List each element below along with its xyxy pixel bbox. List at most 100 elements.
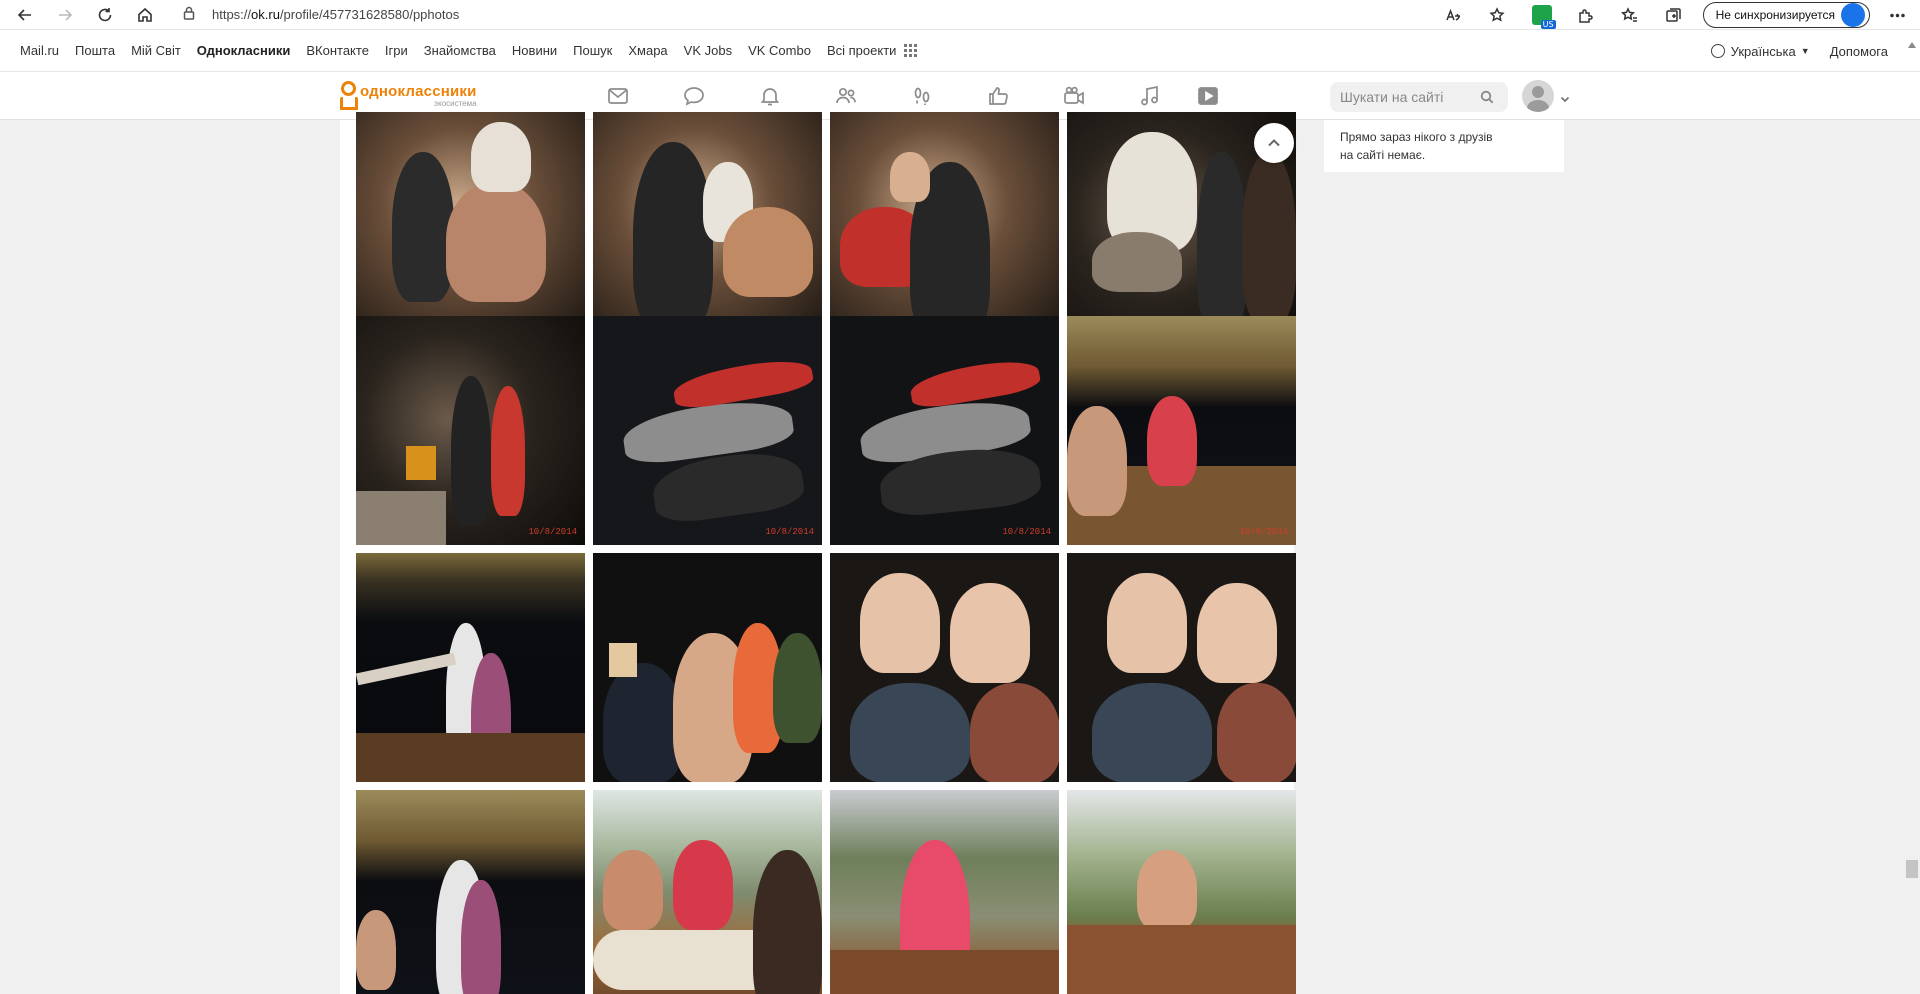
read-aloud-icon (1446, 8, 1461, 21)
star-plus-icon (1489, 6, 1505, 22)
portal-link-vkontakte[interactable]: ВКонтакте (306, 43, 369, 58)
chevron-down-icon (1560, 91, 1570, 103)
photo-date-stamp: 10/8/2014 (1239, 527, 1288, 537)
video-icon (1198, 87, 1218, 105)
nav-notifications[interactable] (732, 72, 808, 120)
ok-logo[interactable]: одноклассники экосистема (338, 80, 477, 110)
nav-video-calls[interactable] (1036, 72, 1112, 120)
nav-friends[interactable] (808, 72, 884, 120)
forward-button[interactable] (50, 0, 80, 30)
portal-link-search[interactable]: Пошук (573, 43, 613, 58)
collections-icon (1666, 7, 1681, 22)
search-input[interactable] (1340, 89, 1480, 105)
profile-avatar (1841, 3, 1865, 27)
extension-button[interactable]: US (1527, 0, 1557, 30)
back-button[interactable] (10, 0, 40, 30)
photo-date-stamp: 10/8/2014 (1002, 527, 1051, 537)
portal-link-cloud[interactable]: Хмара (628, 43, 668, 58)
url-prefix: https:// (212, 7, 252, 22)
home-icon (138, 7, 152, 22)
photo-thumbnail[interactable] (830, 790, 1059, 994)
site-search[interactable] (1330, 82, 1508, 112)
ok-logo-subtitle: экосистема (434, 98, 477, 108)
portal-link-my-world[interactable]: Мій Світ (131, 43, 181, 58)
photo-thumbnail[interactable]: 10/8/2014 (830, 316, 1059, 545)
lock-icon (182, 6, 200, 24)
nav-messages[interactable] (580, 72, 656, 120)
home-button[interactable] (130, 0, 160, 30)
user-menu[interactable] (1522, 80, 1570, 112)
extension-icon: US (1531, 5, 1556, 29)
back-arrow-icon (17, 8, 31, 21)
portal-link-mail[interactable]: Пошта (75, 43, 116, 58)
sync-profile-button[interactable]: Не синхронизируется (1702, 2, 1870, 28)
language-label: Українська (1730, 43, 1796, 59)
collections-button[interactable] (1659, 0, 1689, 30)
nav-events[interactable] (960, 72, 1036, 120)
photo-thumbnail[interactable]: 10/8/2014 (356, 112, 585, 341)
ok-logo-icon (338, 80, 356, 110)
help-link[interactable]: Допомога (1829, 43, 1888, 59)
photo-date-stamp: 10/8/2014 (765, 527, 814, 537)
photo-thumbnail[interactable] (1067, 790, 1296, 994)
url-domain: ok.ru (251, 7, 280, 22)
nav-music[interactable] (1112, 72, 1188, 120)
portal-link-news[interactable]: Новини (511, 43, 558, 58)
add-favorite-button[interactable] (1483, 0, 1513, 30)
browser-toolbar: https://ok.ru/profile/457731628580/pphot… (0, 0, 1920, 30)
more-horizontal-icon (1889, 13, 1905, 17)
portal-link-all-projects[interactable]: Всі проекти (826, 43, 897, 58)
photo-thumbnail[interactable]: 10/8/2014 (593, 316, 822, 545)
user-avatar (1522, 80, 1554, 112)
friends-online-panel: Прямо зараз нікого з друзів на сайті нем… (1324, 120, 1564, 172)
portal-link-odnoklassniki[interactable]: Однокласники (196, 43, 291, 58)
photo-thumbnail[interactable] (593, 553, 822, 782)
photo-thumbnail[interactable] (356, 553, 585, 782)
nav-guests[interactable] (884, 72, 960, 120)
portal-link-mailru[interactable]: Mail.ru (20, 43, 60, 58)
photos-card: 10/8/2014 10/8/2014 10/8/2014 10/8/2014 (340, 112, 1296, 994)
ok-main-nav (580, 72, 1228, 120)
extensions-button[interactable] (1571, 0, 1601, 30)
portal-right: Українська ▼ Допомога (1710, 30, 1888, 72)
scroll-to-top-button[interactable] (1254, 123, 1294, 163)
photo-thumbnail[interactable] (593, 790, 822, 994)
sync-label: Не синхронизируется (1715, 8, 1835, 22)
apps-grid-icon[interactable] (904, 44, 918, 57)
settings-menu-button[interactable] (1882, 0, 1912, 30)
footprints-icon (914, 87, 930, 105)
photo-thumbnail[interactable]: 10/8/2014 (593, 112, 822, 341)
photo-thumbnail[interactable] (356, 790, 585, 994)
camera-icon (1064, 86, 1084, 105)
portal-link-games[interactable]: Ігри (384, 43, 408, 58)
address-bar[interactable]: https://ok.ru/profile/457731628580/pphot… (182, 0, 1382, 30)
read-aloud-button[interactable] (1439, 0, 1469, 30)
nav-discussions[interactable] (656, 72, 732, 120)
chevron-up-icon (1268, 139, 1280, 147)
favorites-button[interactable] (1615, 0, 1645, 30)
portal-link-vk-jobs[interactable]: VK Jobs (683, 43, 733, 58)
photo-thumbnail[interactable]: 10/8/2014 (830, 112, 1059, 341)
photo-thumbnail[interactable] (1067, 553, 1296, 782)
envelope-icon (608, 88, 628, 104)
photo-thumbnail[interactable]: 10/8/2014 (1067, 316, 1296, 545)
nav-video[interactable] (1188, 72, 1228, 120)
globe-icon (1710, 44, 1725, 58)
forward-arrow-icon (59, 8, 73, 21)
caret-down-icon: ▼ (1800, 46, 1810, 56)
scrollbar-up-arrow[interactable] (1908, 42, 1916, 48)
favorites-icon (1621, 6, 1638, 22)
portal-link-vk-combo[interactable]: VK Combo (748, 43, 811, 58)
reload-button[interactable] (90, 0, 120, 30)
scrollbar-thumb[interactable] (1906, 860, 1918, 878)
bell-icon (760, 88, 780, 106)
friends-online-text-line1: Прямо зараз нікого з друзів (1340, 130, 1493, 144)
language-selector[interactable]: Українська ▼ (1710, 43, 1810, 59)
puzzle-icon (1579, 8, 1593, 23)
extension-badge: US (1540, 20, 1556, 29)
friends-icon (836, 87, 856, 104)
photo-thumbnail[interactable] (830, 553, 1059, 782)
search-icon[interactable] (1480, 90, 1494, 104)
portal-link-dating[interactable]: Знайомства (423, 43, 496, 58)
photo-thumbnail[interactable]: 10/8/2014 (356, 316, 585, 545)
